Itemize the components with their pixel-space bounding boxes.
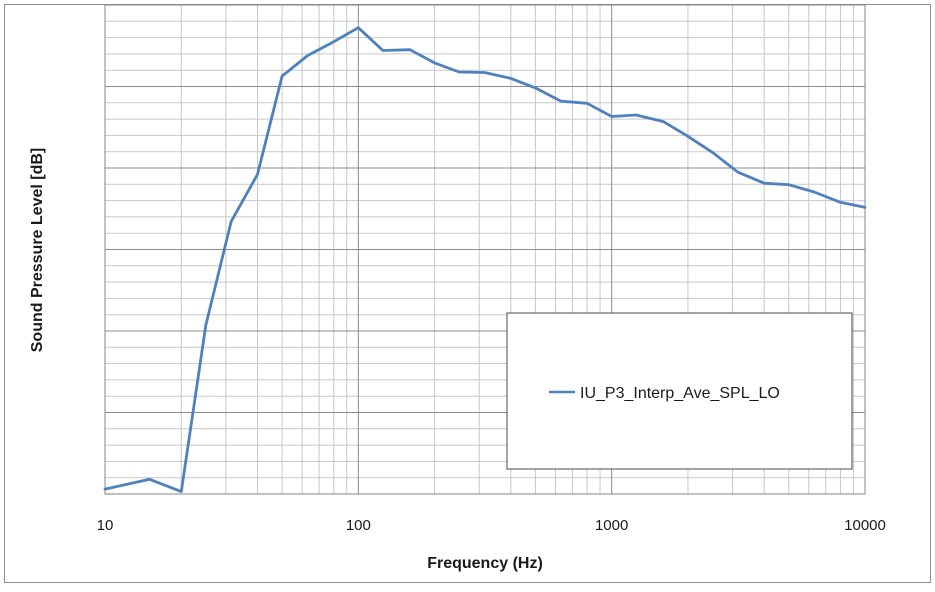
x-tick-label: 1000 <box>595 517 628 534</box>
x-axis-label: Frequency (Hz) <box>427 555 543 572</box>
x-tick-label: 10 <box>97 517 114 534</box>
x-tick-labels: 10 100 1000 10000 <box>97 517 886 534</box>
x-tick-label: 10000 <box>844 517 886 534</box>
plot-frame <box>104 4 866 495</box>
legend-label: IU_P3_Interp_Ave_SPL_LO <box>580 385 780 402</box>
series-line <box>103 26 867 494</box>
y-axis-label: Sound Pressure Level [dB] <box>29 148 46 353</box>
x-tick-label: 100 <box>346 517 371 534</box>
legend: IU_P3_Interp_Ave_SPL_LO <box>506 312 853 470</box>
series-lines <box>103 26 867 494</box>
